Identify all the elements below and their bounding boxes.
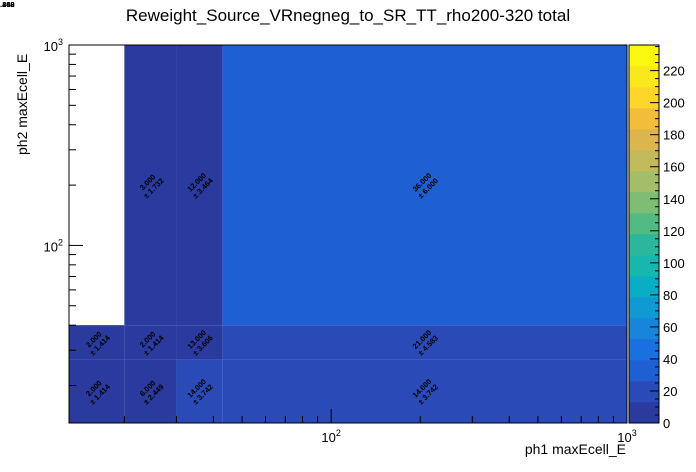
colorbar-segment (629, 213, 659, 235)
colorbar-frame (628, 44, 660, 424)
cell-value-label: 236.000 (0, 0, 14, 1)
colorbar-segment (629, 339, 659, 361)
cell-label-group: 109.000± 10.440 (0, 0, 15, 9)
colorbar-tick-label: 120 (663, 224, 685, 239)
cell-label-group: 151.000± 12.288 (0, 0, 15, 9)
colorbar-segment (629, 150, 659, 172)
heatmap-cell (124, 359, 177, 423)
x-tick-label: 103 (617, 428, 636, 445)
cell-value-label: 109.000 (0, 0, 14, 1)
colorbar-segment (629, 255, 659, 277)
x-tick-label: 102 (321, 428, 340, 445)
heatmap-cell (124, 325, 177, 360)
chart-title: Reweight_Source_VRnegneg_to_SR_TT_rho200… (125, 6, 571, 25)
cell-error-label: ± 15.362 (0, 0, 15, 9)
heatmap-cell (69, 325, 125, 360)
colorbar-tick-label: 40 (663, 352, 677, 367)
cell-value-label: 151.000 (0, 0, 14, 1)
colorbar-tick-label: 100 (663, 256, 685, 271)
colorbar-segment (629, 171, 659, 193)
colorbar-segment (629, 45, 659, 67)
heatmap-cell (124, 45, 177, 326)
axes: 102 103 102 103 (44, 37, 637, 445)
cell-label-group: 236.000± 15.362 (0, 0, 15, 9)
colorbar-tick-label: 80 (663, 288, 677, 303)
colorbar-tick-label: 220 (663, 64, 685, 79)
cell-error-label: ± 10.440 (0, 0, 15, 9)
colorbar-segment (629, 360, 659, 382)
colorbar-segment (629, 234, 659, 256)
heatmap-cell (222, 325, 628, 360)
colorbar-segment (629, 402, 659, 424)
heatmap-cell (222, 359, 628, 423)
colorbar-tick-label: 140 (663, 192, 685, 207)
colorbar-segment (629, 129, 659, 151)
colorbar-tick-label: 60 (663, 320, 677, 335)
y-tick-label: 102 (44, 237, 63, 254)
colorbar-segment (629, 87, 659, 109)
colorbar-segment (629, 318, 659, 340)
cell-error-label: ± 12.288 (0, 0, 15, 9)
colorbar-segment (629, 381, 659, 403)
colorbar-tick-label: 20 (663, 384, 677, 399)
colorbar-tick-label: 160 (663, 160, 685, 175)
colorbar-segment (629, 297, 659, 319)
colorbar-tick-label: 200 (663, 96, 685, 111)
color-bar: 0 20 40 60 80 100 120 140 160 180 200 220 (628, 44, 685, 431)
x-axis-label: ph1 maxEcell_E (524, 441, 626, 457)
colorbar-segment (629, 66, 659, 88)
heatmap-cell (176, 359, 223, 423)
y-tick-label: 103 (44, 37, 63, 54)
heatmap-cell (69, 359, 125, 423)
heatmap-cell (176, 45, 223, 326)
colorbar-tick-label: 180 (663, 128, 685, 143)
heatmap-cell (176, 325, 223, 360)
colorbar-segment (629, 192, 659, 214)
heatmap-cells (69, 45, 628, 423)
colorbar-tick-label: 0 (663, 416, 670, 431)
heatmap-cell (222, 45, 628, 326)
colorbar-segment (629, 108, 659, 130)
plot-frame (68, 44, 628, 424)
colorbar-segment (629, 276, 659, 298)
